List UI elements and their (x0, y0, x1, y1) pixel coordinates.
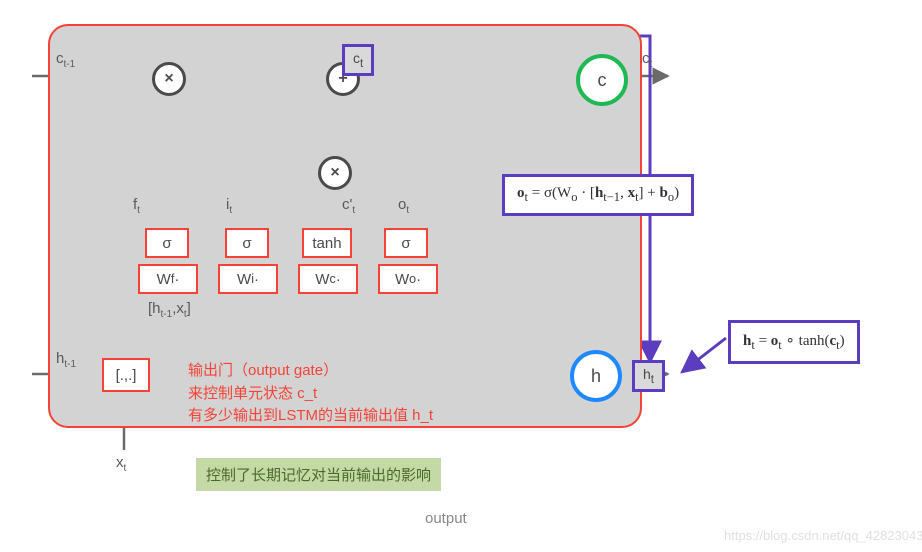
label-ct-1: ct-1 (56, 50, 75, 70)
label-ot: ot (398, 196, 409, 216)
sigma-f: σ (145, 228, 189, 258)
op-mul-forget: × (152, 62, 186, 96)
c-circle: c (576, 54, 628, 106)
ht-box: ht (632, 360, 665, 392)
formula-ot: ot = σ(Wo · [ht−1, xt] + bo) (502, 174, 694, 216)
label-xt: xt (116, 454, 126, 474)
wf-box: Wf · (138, 264, 198, 294)
label-it: it (226, 196, 232, 216)
green-note: 控制了长期记忆对当前输出的影响 (196, 458, 441, 491)
op-mul-input: × (318, 156, 352, 190)
label-ct-right: ct (642, 50, 652, 70)
watermark: https://blog.csdn.net/qq_42823043 (724, 528, 922, 543)
label-ht-1: ht-1 (56, 350, 76, 370)
caption: output (425, 510, 467, 527)
label-ft: ft (133, 196, 140, 216)
sigma-o: σ (384, 228, 428, 258)
label-cprime: c't (342, 196, 355, 216)
tanh-c: tanh (302, 228, 352, 258)
wc-box: Wc · (298, 264, 358, 294)
concat-box: [.,.] (102, 358, 150, 392)
label-concat: [ht-1,xt] (148, 300, 191, 320)
ct-box: ct (342, 44, 374, 76)
formula-ht: ht = ot ∘ tanh(ct) (728, 320, 860, 364)
red-description: 输出门（output gate）来控制单元状态 c_t有多少输出到LSTM的当前… (188, 360, 433, 428)
wi-box: Wi · (218, 264, 278, 294)
sigma-i: σ (225, 228, 269, 258)
wo-box: Wo · (378, 264, 438, 294)
h-circle: h (570, 350, 622, 402)
